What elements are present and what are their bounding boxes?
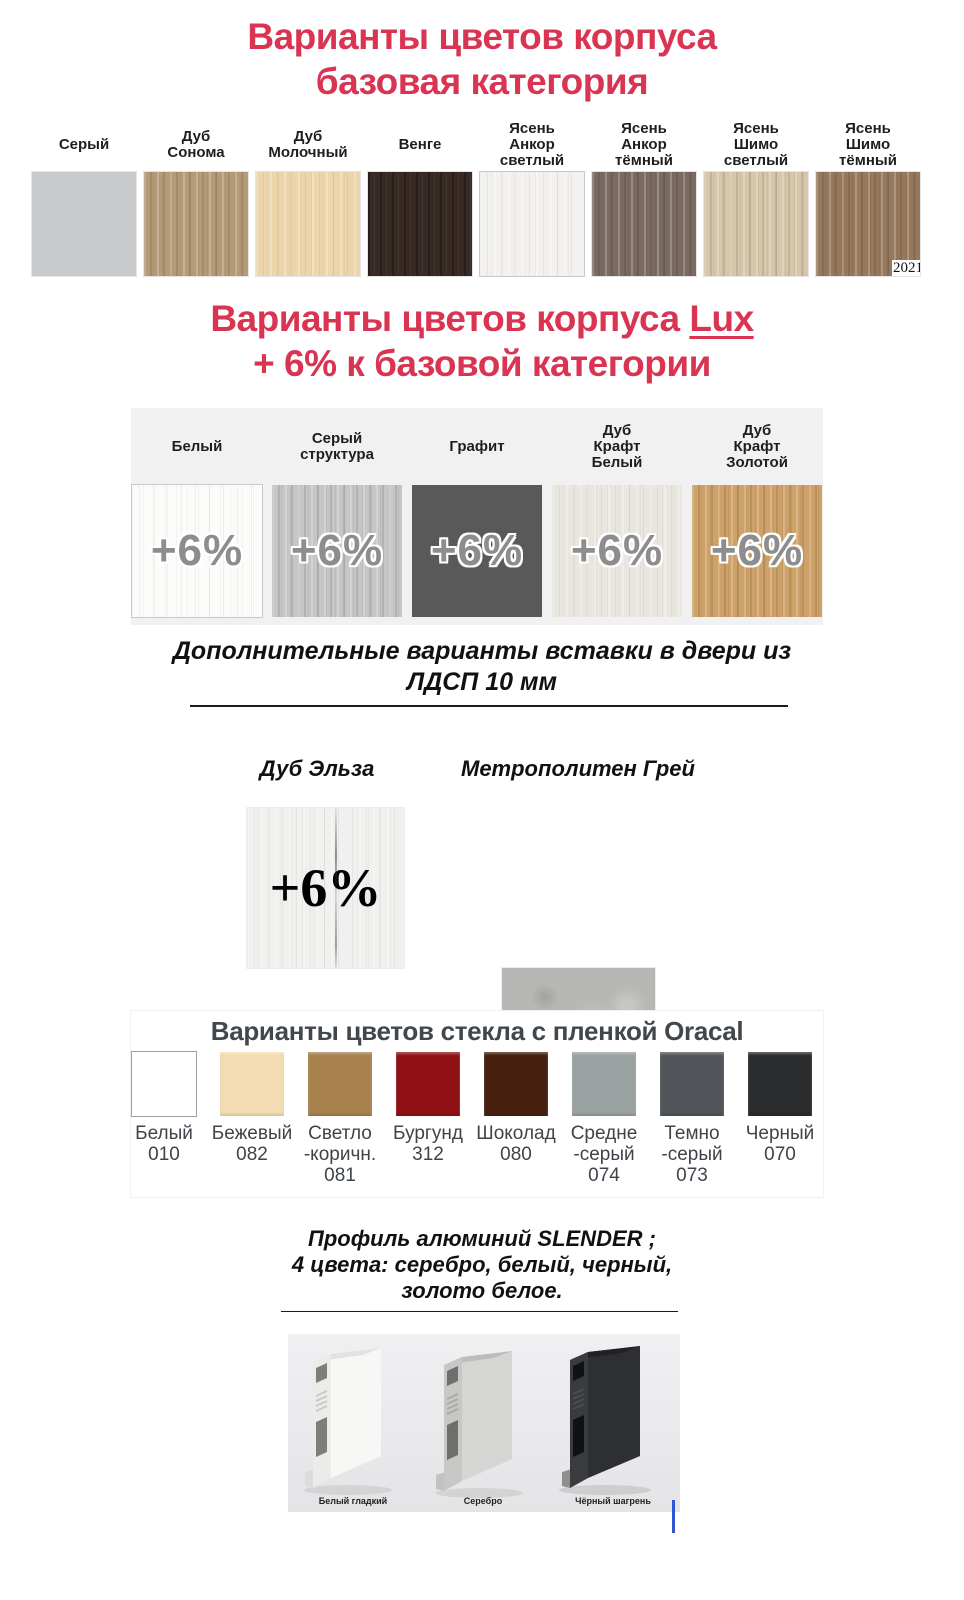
oracal-swatch-burgundy-312 xyxy=(396,1052,460,1116)
profile-label-black: Чёрный шагрень xyxy=(575,1496,651,1506)
swatch-label: Дуб Сонома xyxy=(167,128,225,161)
swatch-gray: Серый xyxy=(32,118,136,276)
oracal-swatch-beige-082 xyxy=(220,1052,284,1116)
swatch-color xyxy=(256,172,360,276)
oracal-swatch-chocolate-080 xyxy=(484,1052,548,1116)
swatch-color xyxy=(368,172,472,276)
year-watermark: 2021 xyxy=(892,260,920,276)
oracal-panel: Варианты цветов стекла с пленкой Oracal … xyxy=(131,1011,823,1197)
swatch-color: +6% xyxy=(692,485,822,617)
swatch-label: Дуб Крафт Белый xyxy=(591,421,643,471)
swatch-color: +6% xyxy=(552,485,682,617)
oracal-swatch-black-070 xyxy=(748,1052,812,1116)
oracal-label: Светло -коричн. 081 xyxy=(303,1123,377,1186)
swatch-color xyxy=(480,172,584,276)
profile-white xyxy=(304,1348,392,1495)
swatch-color: +6% xyxy=(412,485,542,617)
profile-illustration xyxy=(304,1346,651,1498)
swatch-wenge: Венге xyxy=(368,118,472,276)
profile-black xyxy=(559,1346,651,1495)
swatch-oak-sonoma: Дуб Сонома xyxy=(144,118,248,276)
swatch-label: Венге xyxy=(398,136,442,153)
swatch-label: Ясень Шимо тёмный xyxy=(839,120,897,169)
oracal-label: Черный 070 xyxy=(745,1123,815,1165)
profile-heading: Профиль алюминий SLENDER ; 4 цвета: сере… xyxy=(291,1226,673,1303)
oracal-swatch-lightbrown-081 xyxy=(308,1052,372,1116)
surcharge-badge: +6% xyxy=(710,526,804,575)
surcharge-badge: +6% xyxy=(150,526,244,575)
lux-title-word: Lux xyxy=(689,298,754,339)
ldsp-swatch-oak-elsa: +6% xyxy=(247,808,404,968)
swatch-label: Ясень Анкор светлый xyxy=(499,120,565,169)
ldsp-label-oak-elsa: Дуб Эльза xyxy=(259,756,375,781)
base-swatch-row: Серый Дуб Сонома Дуб Молочный Венге Ясен… xyxy=(32,118,932,276)
oracal-label: Темно -серый 073 xyxy=(661,1123,723,1186)
profile-divider xyxy=(281,1311,678,1312)
swatch-gray-structure: Серый структура +6% xyxy=(272,408,402,625)
base-category-title: Варианты цветов корпуса базовая категори… xyxy=(247,16,717,102)
oracal-label: Бургунд 312 xyxy=(393,1123,463,1165)
ldsp-heading: Дополнительные варианты вставки в двери … xyxy=(172,637,792,696)
swatch-label: Серый xyxy=(58,136,110,153)
profile-photo: Белый гладкий Серебро Чёрный шагрень xyxy=(288,1334,680,1512)
oracal-swatch-row xyxy=(132,1052,812,1116)
swatch-ash-shimo-light: Ясень Шимо светлый xyxy=(704,118,808,276)
text-cursor-artifact xyxy=(672,1500,675,1533)
oracal-heading: Варианты цветов стекла с пленкой Oracal xyxy=(210,1016,744,1046)
swatch-label: Ясень Шимо светлый xyxy=(723,120,789,169)
ldsp-divider xyxy=(190,705,788,707)
swatch-color: +6% xyxy=(272,485,402,617)
swatch-oak-craft-gold: Дуб Крафт Золотой +6% xyxy=(692,408,822,625)
swatch-white: Белый +6% xyxy=(132,408,262,625)
oracal-swatch-white-010 xyxy=(132,1052,196,1116)
swatch-oak-milky: Дуб Молочный xyxy=(256,118,360,276)
lux-title: Варианты цветов корпуса Lux + 6% к базов… xyxy=(0,296,964,386)
lux-title-prefix: Варианты цветов корпуса xyxy=(210,298,690,339)
surcharge-badge: +6% xyxy=(430,526,524,575)
swatch-color xyxy=(592,172,696,276)
surcharge-badge: +6% xyxy=(570,526,664,575)
swatch-color: +6% xyxy=(132,485,262,617)
oracal-label-row: Белый 010 Бежевый 082 Светло -коричн. 08… xyxy=(120,1123,824,1186)
surcharge-badge-red: +6% xyxy=(269,858,382,918)
swatch-color xyxy=(144,172,248,276)
lux-title-line2: + 6% к базовой категории xyxy=(253,343,711,384)
swatch-oak-craft-white: Дуб Крафт Белый +6% xyxy=(552,408,682,625)
oracal-label: Средне -серый 074 xyxy=(570,1123,638,1186)
oracal-label: Белый 010 xyxy=(135,1123,193,1165)
profile-silver xyxy=(435,1351,523,1498)
swatch-ash-ankor-light: Ясень Анкор светлый xyxy=(480,118,584,276)
surcharge-badge: +6% xyxy=(290,526,384,575)
swatch-color xyxy=(704,172,808,276)
swatch-label: Ясень Анкор тёмный xyxy=(615,120,673,169)
swatch-graphite: Графит +6% xyxy=(412,408,542,625)
swatch-label: Графит xyxy=(449,437,505,455)
oracal-swatch-darkgray-073 xyxy=(660,1052,724,1116)
swatch-ash-shimo-dark: Ясень Шимо тёмный 2021 xyxy=(816,118,920,276)
swatch-label: Дуб Молочный xyxy=(268,128,348,161)
swatch-color xyxy=(32,172,136,276)
swatch-label: Дуб Крафт Золотой xyxy=(726,421,788,471)
lux-title-line1: Варианты цветов корпуса Lux xyxy=(0,296,964,341)
swatch-label: Серый структура xyxy=(300,429,374,463)
oracal-swatch-midgray-074 xyxy=(572,1052,636,1116)
lux-panel: Белый +6% Серый структура +6% Графит +6%… xyxy=(131,408,823,625)
profile-label-white: Белый гладкий xyxy=(318,1496,388,1506)
oracal-label: Шоколад 080 xyxy=(476,1123,556,1165)
swatch-ash-ankor-dark: Ясень Анкор тёмный xyxy=(592,118,696,276)
profile-photo-labels: Белый гладкий Серебро Чёрный шагрень xyxy=(288,1496,680,1506)
oracal-label: Бежевый 082 xyxy=(211,1123,293,1165)
ldsp-label-metropolitan-grey: Метрополитен Грей xyxy=(461,756,695,781)
swatch-color: 2021 xyxy=(816,172,920,276)
profile-label-silver: Серебро xyxy=(463,1496,503,1506)
swatch-label: Белый xyxy=(171,437,223,455)
